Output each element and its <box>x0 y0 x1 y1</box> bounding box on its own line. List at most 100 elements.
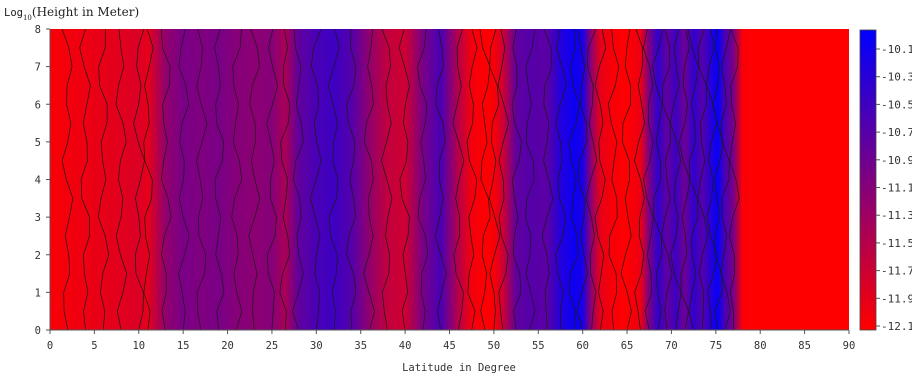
contour-line <box>97 29 110 330</box>
y-axis-label-suffix: (Height in Meter) <box>32 5 139 19</box>
x-tick-label: 55 <box>532 340 545 352</box>
y-axis-label: Log10(Height in Meter) <box>4 5 139 22</box>
contour-line <box>143 29 154 330</box>
colorbar-tick-label: -11.7 <box>881 265 912 278</box>
colorbar-tick-label: -11.5 <box>881 237 912 250</box>
x-axis-ticks: 0 5 10 15 20 25 30 35 40 45 50 55 60 65 70 75 80 85 90 <box>47 330 855 352</box>
y-axis-label-subscript: 10 <box>23 14 32 22</box>
y-tick-label: 5 <box>35 137 41 149</box>
contour-line <box>417 29 429 330</box>
contour-line <box>697 29 709 330</box>
y-tick-label: 3 <box>35 212 41 224</box>
contour-line <box>661 29 673 330</box>
colorbar-tick-label: -12.1 <box>881 320 912 333</box>
plot-field <box>50 29 849 330</box>
y-tick-label: 7 <box>35 62 41 74</box>
y-tick-label: 1 <box>35 287 41 299</box>
x-tick-label: 35 <box>354 340 367 352</box>
y-tick-label: 4 <box>35 175 41 187</box>
contour-line <box>712 29 724 330</box>
colorbar-fill <box>859 29 877 331</box>
x-tick-label: 50 <box>488 340 501 352</box>
contour-line <box>568 29 580 330</box>
contour-line <box>594 29 607 330</box>
x-tick-label: 65 <box>621 340 634 352</box>
contour-line <box>178 29 190 330</box>
contour-line <box>497 29 510 330</box>
x-tick-label: 0 <box>47 340 53 352</box>
colorbar-ticks: -12.1 -11.9 -11.7 -11.5 -11.3 -11.1 -10.9 -10.7… <box>876 43 912 333</box>
contour-line <box>607 29 620 330</box>
contour-line <box>327 29 340 330</box>
y-tick-label: 2 <box>35 250 41 262</box>
x-tick-label: 45 <box>443 340 456 352</box>
contour-line <box>79 29 91 330</box>
colorbar-tick-label: -10.9 <box>881 154 912 167</box>
contour-line <box>576 29 589 330</box>
contour-line <box>266 29 279 330</box>
x-tick-label: 80 <box>754 340 767 352</box>
contour-line <box>452 29 465 330</box>
contour-lines <box>61 29 740 330</box>
contour-line <box>720 29 731 330</box>
contour-line <box>729 29 740 330</box>
contour-line <box>585 29 598 330</box>
contour-line <box>511 29 522 330</box>
contour-line <box>555 29 567 330</box>
colorbar-tick-label: -10.1 <box>881 43 912 56</box>
contour-line <box>214 29 225 330</box>
colorbar-tick-label: -10.5 <box>881 98 912 111</box>
contour-line <box>133 29 145 330</box>
contour-line <box>381 29 393 330</box>
contour-line <box>363 29 375 330</box>
contour-line <box>634 29 646 330</box>
contour-line <box>488 29 501 330</box>
contour-line <box>115 29 128 330</box>
x-tick-label: 85 <box>798 340 811 352</box>
colorbar-tick-label: -11.9 <box>881 292 912 305</box>
contour-line <box>651 29 663 330</box>
contour-line <box>398 29 410 330</box>
colorbar-tick-label: -10.3 <box>881 71 912 84</box>
contour-line <box>643 29 654 330</box>
y-axis-ticks: 0 1 2 3 4 5 6 7 8 <box>35 24 50 337</box>
x-tick-label: 30 <box>310 340 323 352</box>
colorbar-tick-label: -11.1 <box>881 182 912 195</box>
contour-line <box>541 29 554 330</box>
contour-line <box>479 29 491 330</box>
contour-line <box>466 29 478 330</box>
x-tick-label: 20 <box>221 340 234 352</box>
contour-line <box>669 29 682 330</box>
y-tick-label: 6 <box>35 99 41 111</box>
contour-line <box>279 29 291 330</box>
x-axis-label: Latitude in Degree <box>402 362 516 374</box>
contour-line <box>292 29 304 330</box>
x-tick-label: 75 <box>710 340 723 352</box>
y-tick-label: 0 <box>35 325 41 337</box>
colorbar: -12.1 -11.9 -11.7 -11.5 -11.3 -11.1 -10.9 -10.7… <box>859 29 912 333</box>
x-tick-label: 70 <box>665 340 678 352</box>
contour-line <box>620 29 632 330</box>
contour-line <box>706 29 718 330</box>
contour-line <box>434 29 447 330</box>
contour-line <box>160 29 172 330</box>
contour-line <box>248 29 261 330</box>
x-tick-label: 25 <box>266 340 279 352</box>
x-tick-label: 40 <box>399 340 412 352</box>
y-axis-label-prefix: Log <box>4 7 23 19</box>
contour-line <box>346 29 357 330</box>
contour-line <box>310 29 322 330</box>
contour-line <box>61 29 74 330</box>
x-tick-label: 10 <box>132 340 145 352</box>
y-tick-label: 8 <box>35 24 41 36</box>
contour-line <box>525 29 536 330</box>
contour-line <box>231 29 243 330</box>
contour-line <box>196 29 208 330</box>
contour-line <box>687 29 699 330</box>
x-tick-label: 15 <box>177 340 190 352</box>
x-tick-label: 5 <box>91 340 97 352</box>
colorbar-tick-label: -11.3 <box>881 209 912 222</box>
x-tick-label: 60 <box>576 340 589 352</box>
